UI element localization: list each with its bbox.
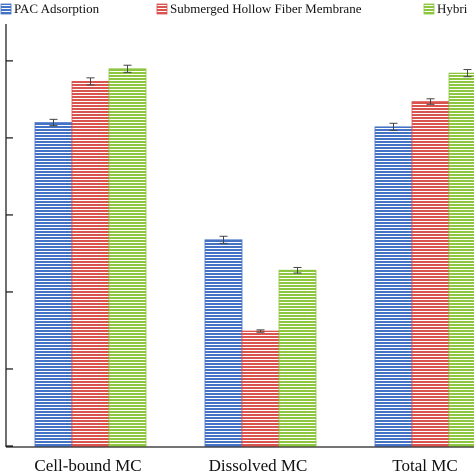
bar-2-1 [71,81,110,447]
bar-3-3 [448,72,474,447]
error-bar-1-1 [49,118,58,127]
bars [34,64,474,447]
error-bar-2-1 [86,77,95,86]
bar-1-1 [34,122,73,447]
bar-1-2 [204,239,243,447]
legend-item-2: Submerged Hollow Fiber Membrane [156,1,362,16]
bar-2-3 [411,101,450,447]
error-bar-1-3 [389,122,398,131]
legend-label-1: PAC Adsorption [14,1,100,16]
legend-item-3: Hybri [423,1,468,16]
x-tick-label-1: Cell-bound MC [34,456,141,474]
legend-item-1: PAC Adsorption [0,1,100,16]
legend-swatch-2 [156,3,168,15]
x-tick-label-3: Total MC [392,456,457,474]
x-tick-label-2: Dissolved MC [209,456,308,474]
bar-3-1 [108,68,147,447]
legend: PAC Adsorption Submerged Hollow Fiber Mem… [0,1,468,16]
legend-label-2: Submerged Hollow Fiber Membrane [170,1,362,16]
error-bar-3-1 [123,64,132,73]
bar-3-2 [278,269,317,447]
y-axis [5,24,474,448]
error-bar-2-3 [426,98,435,105]
error-bar-1-2 [219,235,228,244]
bar-1-3 [374,126,413,447]
legend-label-3: Hybri [437,1,468,16]
legend-swatch-1 [0,3,12,15]
category-labels: Cell-bound MC Dissolved MC Total MC [34,456,457,474]
error-bar-2-2 [256,329,265,333]
legend-swatch-3 [423,3,435,15]
bar-2-2 [241,330,280,447]
error-bar-3-2 [293,266,302,274]
error-bar-3-3 [463,69,472,78]
